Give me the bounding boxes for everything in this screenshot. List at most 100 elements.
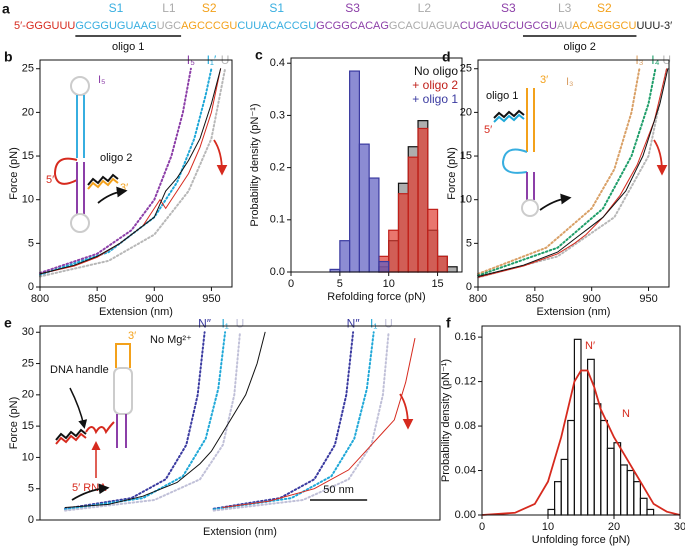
x-tick-label: 900 <box>145 293 163 305</box>
curve-label: I₁ <box>221 316 228 330</box>
bar <box>547 508 556 516</box>
oligo-label: oligo 2 <box>564 41 596 53</box>
x-tick-label: 900 <box>583 293 601 305</box>
oligo <box>493 109 525 119</box>
dna-handle <box>55 428 87 441</box>
segment-label: S3 <box>345 1 360 15</box>
curve-label: U <box>384 316 393 330</box>
bar <box>560 458 569 516</box>
y-tick-label: 25 <box>22 357 34 369</box>
curve <box>212 331 375 511</box>
y-tick-label: 0.3 <box>270 109 285 121</box>
bar <box>619 464 628 516</box>
bar <box>613 442 622 516</box>
sequence-segment: ACAGGGCU <box>572 20 636 32</box>
bar <box>567 419 575 516</box>
curve-label: U <box>236 316 245 330</box>
legend-entry: + oligo 1 <box>412 92 458 106</box>
axes-frame <box>481 325 681 516</box>
y-tick-label: 5 <box>28 483 34 495</box>
curve <box>64 331 227 511</box>
axes-frame <box>290 57 463 273</box>
segment-label: S1 <box>109 1 124 15</box>
segment-label: S2 <box>202 1 217 15</box>
loop <box>70 213 90 233</box>
sequence-segment: GCGGUGUAAG <box>75 20 156 32</box>
bar <box>349 70 360 273</box>
segment-label: L2 <box>418 1 432 15</box>
sequence-segment: AU <box>557 20 572 32</box>
bar <box>626 469 635 516</box>
curve <box>212 331 390 512</box>
curve <box>39 67 227 278</box>
sequence-segment: GCACUAGUA <box>389 20 461 32</box>
bar <box>600 419 608 516</box>
bar <box>388 229 400 273</box>
x-tick-label: 30 <box>674 521 685 533</box>
panel-letter: e <box>4 315 12 331</box>
y-tick-label: 0.0 <box>270 266 285 278</box>
annotation: I₃ <box>566 76 574 88</box>
curve <box>477 68 669 277</box>
bar <box>553 481 562 516</box>
x-axis-label: Refolding force (pN) <box>327 291 425 303</box>
x-tick-label: 800 <box>469 293 487 305</box>
sequence-segment: UUU-3′ <box>636 20 672 32</box>
bar <box>368 177 380 273</box>
segment-label: S3 <box>501 1 516 15</box>
bar <box>580 369 589 516</box>
arrow <box>213 139 228 176</box>
y-axis-label: Force (pN) <box>8 147 20 200</box>
bar <box>378 260 390 273</box>
curve-label: I₁ <box>370 316 377 330</box>
stem <box>115 343 131 368</box>
fit-curve <box>481 369 681 516</box>
y-tick-label: 25 <box>460 63 472 75</box>
bar <box>407 156 419 273</box>
bar <box>446 266 458 273</box>
segment-label: S2 <box>597 1 612 15</box>
annotation: oligo 1 <box>486 90 518 102</box>
segment-label: L1 <box>162 1 176 15</box>
legend-entry: + oligo 2 <box>412 78 458 92</box>
bar <box>639 497 648 516</box>
sequence-segment: CUGAUGCUGCGU <box>460 20 557 32</box>
y-tick-label: 20 <box>22 106 34 118</box>
curve <box>477 68 668 278</box>
panel: d 0 5 10 15 20 25 800 850 900 950 Extension (nm) For… <box>442 49 671 318</box>
x-tick-label: 10 <box>542 521 554 533</box>
y-tick-label: 0.16 <box>455 331 476 343</box>
oligo-label: oligo 1 <box>112 41 144 53</box>
panel-letter: f <box>446 315 451 331</box>
oligo <box>87 173 119 186</box>
x-tick-label: 800 <box>31 293 49 305</box>
x-tick-label: 0 <box>479 521 485 533</box>
panel: f 0.00 0.04 0.08 0.12 0.16 0 10 20 30 Unfolding fo… <box>440 315 685 546</box>
panel: c 0.0 0.1 0.2 0.3 0.4 0 5 10 15 Refolding force (p… <box>249 47 463 303</box>
x-axis-label: Extension (nm) <box>203 526 277 538</box>
bar <box>573 338 582 516</box>
x-axis-label: Unfolding force (pN) <box>532 534 630 546</box>
y-tick-label: 0 <box>466 281 472 293</box>
dna-handle <box>55 432 87 445</box>
curve <box>39 67 213 276</box>
bar <box>427 208 439 273</box>
y-tick-label: 30 <box>22 326 34 338</box>
x-tick-label: 15 <box>431 278 443 290</box>
curve <box>39 68 222 275</box>
annotation: I₅ <box>98 74 106 86</box>
panel-letter: d <box>442 49 451 65</box>
curve <box>477 67 641 275</box>
x-tick-label: 950 <box>639 293 657 305</box>
oligo <box>493 113 525 123</box>
curve <box>477 67 668 279</box>
y-tick-label: 0.2 <box>270 162 285 174</box>
y-axis-label: Probability density (pN⁻¹) <box>440 359 452 482</box>
panel-letter: a <box>2 1 10 17</box>
y-tick-label: 5 <box>28 237 34 249</box>
y-tick-label: 10 <box>22 194 34 206</box>
bar <box>358 143 370 273</box>
bar <box>397 193 409 273</box>
annotation: 3′ <box>540 74 548 86</box>
curve <box>212 331 355 510</box>
